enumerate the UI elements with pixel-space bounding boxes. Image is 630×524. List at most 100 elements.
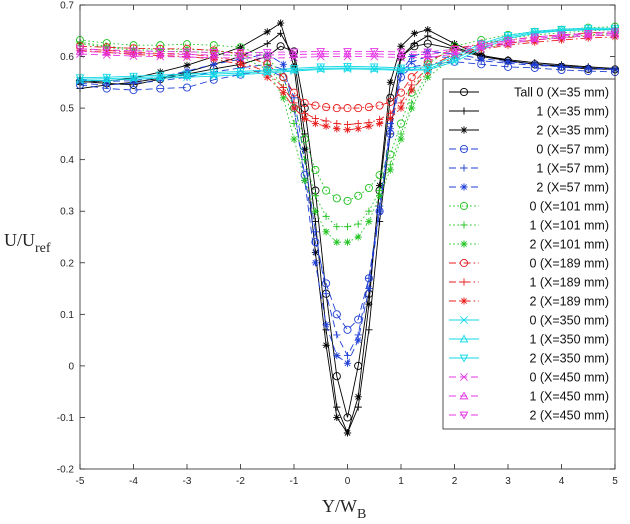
legend-label: 2 (X=57 mm) [536, 181, 609, 195]
x-tick-label: -5 [76, 476, 85, 487]
legend-entry: 0 (X=189 mm) [449, 257, 609, 271]
series-18 [75, 28, 620, 57]
data-point [396, 48, 406, 57]
data-point [365, 284, 373, 293]
data-point [396, 88, 406, 97]
data-point [584, 64, 592, 72]
data-point [102, 46, 112, 55]
legend-entry: 1 (X=350 mm) [449, 333, 609, 347]
data-point [210, 49, 218, 57]
data-point [311, 207, 319, 215]
data-point [182, 48, 192, 57]
data-point [386, 166, 394, 174]
legend-swatch-marker [459, 201, 469, 211]
data-point [477, 51, 485, 59]
data-point [369, 63, 379, 72]
data-point [530, 27, 540, 36]
x-tick-label: -4 [129, 476, 138, 487]
data-point [332, 310, 341, 319]
data-point [263, 28, 271, 36]
data-point [557, 31, 566, 40]
legend-swatch-marker [460, 107, 468, 115]
legend-swatch-marker [460, 316, 468, 324]
legend-swatch-marker [459, 144, 469, 154]
data-point [156, 84, 165, 93]
x-axis-label-main: Y/W [322, 496, 357, 516]
data-point [209, 50, 219, 59]
y-tick-label: 0 [68, 361, 74, 372]
legend-label: 2 (X=35 mm) [536, 124, 609, 138]
data-point [263, 40, 271, 48]
x-tick-label: 3 [505, 476, 511, 487]
legend-entry: 0 (X=450 mm) [449, 371, 609, 385]
data-point [290, 104, 298, 112]
y-tick-label: 0.7 [60, 1, 74, 12]
series-line [79, 32, 616, 56]
data-point [408, 52, 416, 61]
y-tick-label: 0.4 [60, 155, 74, 166]
legend-entry: 2 (X=189 mm) [449, 295, 609, 309]
legend: Tall 0 (X=35 mm) 1 (X=35 mm) 2 (X=35 mm) 0 … [442, 78, 616, 430]
data-point [322, 186, 331, 195]
legend-swatch-marker [459, 87, 469, 97]
data-point [386, 150, 395, 159]
data-point [365, 300, 373, 308]
legend-label: 1 (X=189 mm) [529, 276, 609, 290]
data-point [504, 58, 512, 66]
data-point [263, 73, 271, 81]
y-axis-label: U/Uref [4, 230, 51, 256]
legend-label: 2 (X=350 mm) [529, 352, 609, 366]
data-point [450, 46, 459, 55]
data-point [343, 196, 352, 205]
data-point [530, 33, 540, 42]
series-line [79, 26, 616, 202]
legend-label: Tall 0 (X=35 mm) [514, 86, 609, 100]
legend-swatch-marker [460, 164, 468, 172]
data-point [289, 65, 299, 73]
legend-entry: 1 (X=35 mm) [449, 105, 609, 119]
legend-entry: 1 (X=450 mm) [449, 390, 609, 404]
data-point [364, 103, 373, 112]
data-point [316, 63, 326, 72]
legend-entry: 2 (X=35 mm) [449, 124, 609, 138]
data-point [375, 171, 384, 180]
data-point [102, 47, 112, 56]
data-point [376, 119, 384, 128]
data-point [343, 351, 352, 360]
data-point [423, 64, 433, 73]
data-point [301, 145, 309, 153]
data-point [333, 413, 341, 422]
data-point [343, 126, 352, 134]
data-point [322, 103, 331, 112]
data-point [182, 70, 192, 79]
data-point [183, 61, 191, 69]
data-point [311, 101, 320, 110]
data-point [182, 83, 192, 92]
legend-entry: 0 (X=350 mm) [449, 314, 609, 328]
data-point [333, 238, 341, 246]
data-point [386, 125, 394, 133]
data-point [386, 93, 395, 102]
data-point [155, 71, 165, 80]
data-point [531, 60, 539, 68]
legend-swatch-marker [459, 258, 469, 268]
legend-label: 1 (X=57 mm) [536, 162, 609, 176]
data-point [155, 49, 165, 58]
legend-entry: 0 (X=57 mm) [449, 143, 609, 157]
series-line [79, 36, 616, 131]
data-point [369, 48, 379, 56]
data-point [410, 40, 418, 48]
data-point [311, 119, 319, 128]
series-line [79, 43, 616, 418]
data-point [332, 194, 341, 203]
data-point [343, 325, 352, 334]
data-point [476, 41, 486, 50]
data-point [343, 104, 352, 113]
data-point [155, 48, 165, 56]
data-point [316, 48, 326, 56]
data-point [354, 191, 363, 200]
data-point [129, 47, 138, 56]
y-tick-label: 0.2 [60, 258, 74, 269]
data-point [503, 37, 513, 46]
legend-entry: 2 (X=450 mm) [449, 409, 609, 423]
